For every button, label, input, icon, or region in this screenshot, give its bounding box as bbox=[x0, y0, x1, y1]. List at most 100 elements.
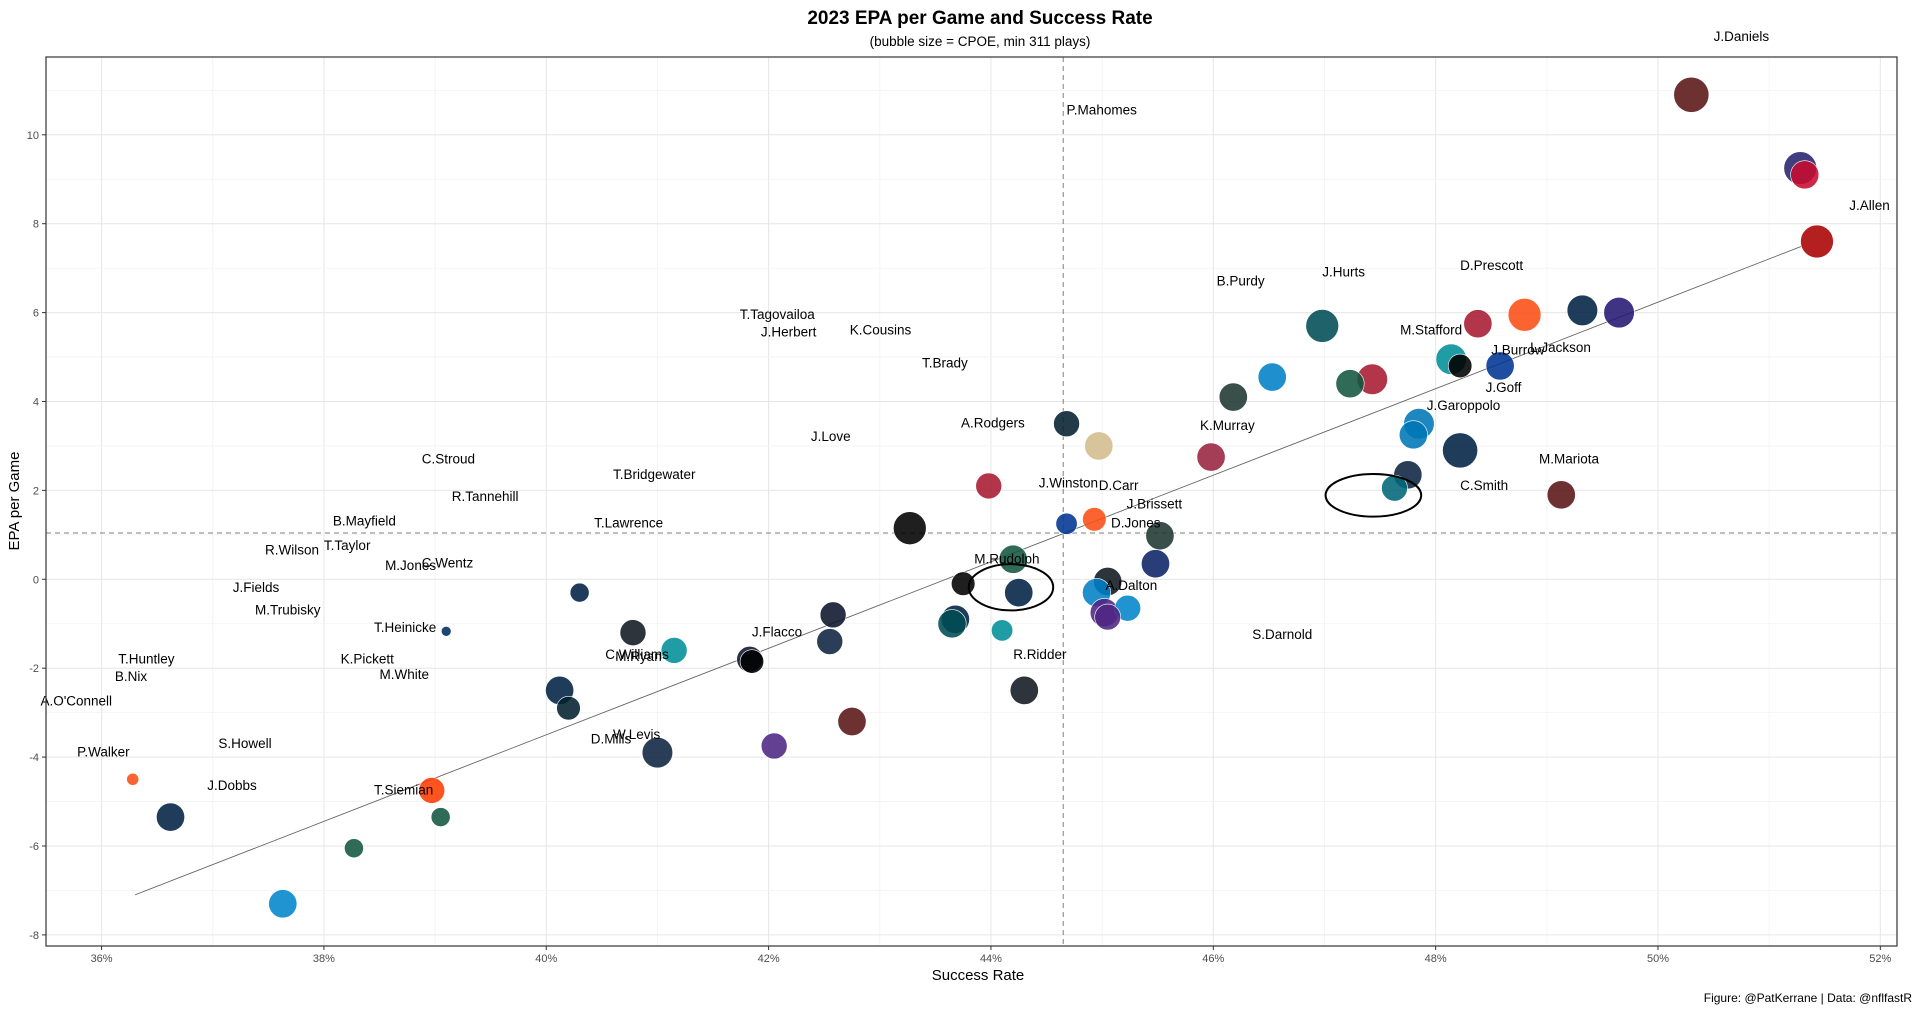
point-label-m-ryan: M.Ryan bbox=[615, 649, 662, 664]
highlight-ellipse-t-lawrence bbox=[1324, 472, 1423, 518]
point-label-d-jones: D.Jones bbox=[1111, 516, 1161, 531]
y-tick-label: -6 bbox=[29, 841, 39, 853]
point-label-s-howell: S.Howell bbox=[218, 736, 271, 751]
point-j-daniels bbox=[1673, 76, 1710, 113]
point-label-d-prescott: D.Prescott bbox=[1460, 258, 1523, 273]
point-z-wilson bbox=[344, 838, 364, 859]
x-tick-label: 40% bbox=[535, 953, 557, 965]
point-j-love bbox=[1218, 382, 1248, 412]
point-c-stroud bbox=[1053, 410, 1080, 438]
point-b-young bbox=[268, 889, 298, 919]
point-p-walker bbox=[126, 772, 140, 786]
point-d-watson bbox=[418, 777, 446, 804]
x-tick-label: 42% bbox=[758, 953, 780, 965]
trend-line-layer bbox=[134, 245, 1803, 896]
point-t-taylor bbox=[998, 544, 1028, 574]
point-label-j-fields: J.Fields bbox=[233, 580, 280, 595]
point-c-wentz bbox=[1055, 512, 1078, 535]
point-a-richardson bbox=[440, 626, 452, 637]
point-r-wilson bbox=[893, 511, 927, 545]
chart-title: 2023 EPA per Game and Success Rate bbox=[807, 8, 1152, 29]
point-label-j-brissett: J.Brissett bbox=[1127, 497, 1183, 512]
point-m-jones bbox=[1004, 578, 1034, 608]
point-label-r-tannehill: R.Tannehill bbox=[452, 489, 519, 504]
point-label-d-mills: D.Mills bbox=[591, 731, 632, 746]
reference-lines bbox=[46, 57, 1897, 946]
point-s-howell bbox=[837, 707, 867, 736]
point-label-j-hurts: J.Hurts bbox=[1322, 265, 1365, 280]
point-d-jones bbox=[1141, 549, 1170, 579]
y-tick-label: -2 bbox=[29, 663, 39, 675]
point-label-w-levis: W.Levis bbox=[613, 727, 661, 742]
point-w-levis bbox=[641, 737, 674, 769]
point-label-m-rudolph: M.Rudolph bbox=[974, 551, 1039, 566]
point-label-a-dalton: A.Dalton bbox=[1105, 578, 1157, 593]
point-label-a-rodgers: A.Rodgers bbox=[961, 416, 1025, 431]
point-label-k-pickett: K.Pickett bbox=[341, 651, 395, 666]
point-label-m-mariota: M.Mariota bbox=[1539, 451, 1600, 466]
point-b-mayfield bbox=[975, 472, 1003, 500]
plot-border bbox=[45, 56, 1898, 947]
point-a-rodgers bbox=[1335, 369, 1365, 399]
point-t-huntley bbox=[660, 637, 688, 664]
y-axis-title: EPA per Game bbox=[6, 452, 23, 551]
y-tick-label: 10 bbox=[27, 130, 39, 142]
point-label-t-lawrence: T.Lawrence bbox=[594, 516, 663, 531]
point-label-a-o-connell: A.O'Connell bbox=[40, 694, 112, 709]
x-tick-label: 46% bbox=[1202, 953, 1224, 965]
point-label-j-daniels: J.Daniels bbox=[1714, 29, 1770, 44]
point-label-j-dobbs: J.Dobbs bbox=[207, 778, 257, 793]
point-d-prescott bbox=[1566, 294, 1598, 326]
point-j-flacco bbox=[816, 628, 844, 655]
x-axis-title: Success Rate bbox=[932, 967, 1025, 984]
point-t-siemian bbox=[430, 807, 451, 827]
point-j-dobbs bbox=[760, 732, 788, 760]
point-d-mills bbox=[556, 696, 581, 721]
point-label-l-jackson: L.Jackson bbox=[1530, 340, 1591, 355]
caption: Figure: @PatKerrane | Data: @nflfastR bbox=[1704, 991, 1913, 1005]
points-layer bbox=[126, 76, 1834, 919]
point-m-mariota bbox=[1546, 480, 1576, 510]
point-label-j-burrow: J.Burrow bbox=[1491, 342, 1545, 357]
point-m-white bbox=[991, 619, 1014, 642]
point-c-smith bbox=[1442, 432, 1478, 469]
point-label-s-darnold: S.Darnold bbox=[1252, 627, 1312, 642]
point-label-t-brady: T.Brady bbox=[922, 356, 968, 371]
point-label-m-jones: M.Jones bbox=[385, 558, 436, 573]
point-label-j-allen: J.Allen bbox=[1849, 198, 1890, 213]
point-j-brissett bbox=[1145, 521, 1175, 551]
point-label-j-garoppolo: J.Garoppolo bbox=[1427, 398, 1501, 413]
point-label-m-stafford: M.Stafford bbox=[1400, 322, 1462, 337]
point-label-t-tagovailoa: T.Tagovailoa bbox=[740, 307, 816, 322]
point-label-k-cousins: K.Cousins bbox=[850, 322, 912, 337]
x-tick-label: 38% bbox=[313, 953, 335, 965]
point-label-m-white: M.White bbox=[380, 667, 430, 682]
point-t-brady bbox=[1463, 309, 1493, 339]
y-tick-label: 0 bbox=[33, 574, 39, 586]
point-label-c-wentz: C.Wentz bbox=[422, 556, 474, 571]
grid-layer bbox=[46, 57, 1897, 946]
x-axis: 36% 38% 40% 42% 44% 46% 48% 50% 52% bbox=[91, 946, 1892, 965]
y-tick-label: 4 bbox=[33, 396, 39, 408]
x-tick-label: 36% bbox=[91, 953, 113, 965]
point-label-j-herbert: J.Herbert bbox=[761, 325, 817, 340]
point-j-garoppolo bbox=[1447, 353, 1473, 379]
point-label-c-smith: C.Smith bbox=[1460, 478, 1508, 493]
x-tick-label: 48% bbox=[1425, 953, 1447, 965]
point-b-roethlisberger bbox=[619, 619, 647, 646]
point-j-winston bbox=[1082, 507, 1107, 532]
point-m-stafford bbox=[1485, 351, 1515, 381]
point-l-jackson bbox=[1603, 296, 1635, 329]
point-label-t-heinicke: T.Heinicke bbox=[374, 620, 436, 635]
point-j-hurts bbox=[1305, 309, 1339, 343]
y-tick-label: -8 bbox=[29, 930, 39, 942]
point-k-pickett bbox=[937, 609, 967, 639]
y-tick-label: 6 bbox=[33, 308, 39, 320]
y-tick-label: -4 bbox=[29, 752, 39, 764]
point-j-allen bbox=[1790, 160, 1820, 190]
point-label-b-mayfield: B.Mayfield bbox=[333, 514, 396, 529]
point-g-minshew bbox=[951, 571, 976, 596]
point-t-bridgewater bbox=[1398, 420, 1428, 450]
point-j-fields bbox=[819, 601, 847, 629]
